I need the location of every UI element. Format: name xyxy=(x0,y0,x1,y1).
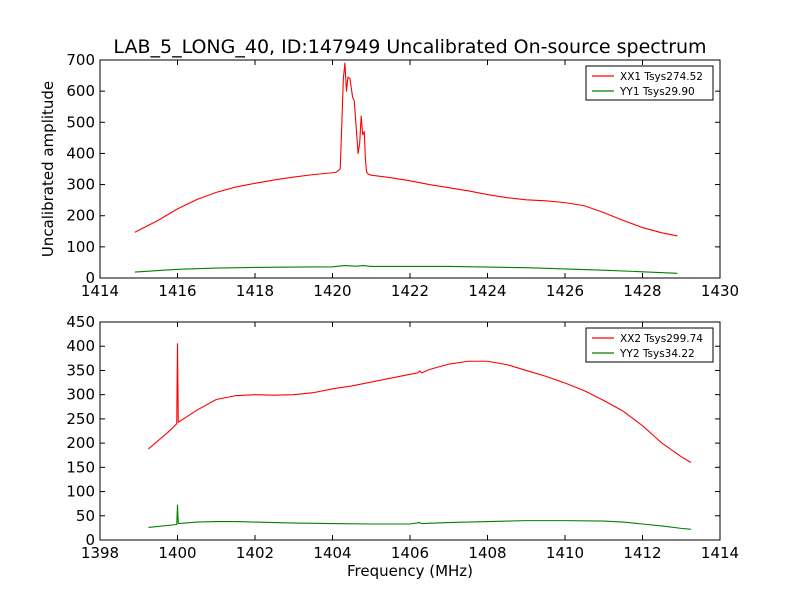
legend: XX1 Tsys274.52 YY1 Tsys29.90 xyxy=(585,65,714,101)
legend: XX2 Tsys299.74 YY2 Tsys34.22 xyxy=(585,327,714,363)
x-tick-label: 1422 xyxy=(391,282,429,300)
x-tick-label: 1426 xyxy=(546,282,584,300)
series-line-1 xyxy=(148,343,692,463)
x-tick-label: 1424 xyxy=(468,282,506,300)
y-tick-label: 300 xyxy=(66,176,95,194)
y-tick-label: 450 xyxy=(66,313,95,331)
series-line-2 xyxy=(148,504,691,530)
x-tick-label: 1410 xyxy=(546,544,584,562)
x-tick-label: 1412 xyxy=(623,544,661,562)
y-tick-label: 600 xyxy=(66,82,95,100)
x-tick-label: 1428 xyxy=(623,282,661,300)
y-tick-label: 350 xyxy=(66,361,95,379)
legend-box xyxy=(585,65,714,101)
legend-label: YY1 Tsys29.90 xyxy=(619,86,695,98)
y-tick-label: 400 xyxy=(66,144,95,162)
x-tick-label: 1420 xyxy=(313,282,351,300)
y-tick-label: 200 xyxy=(66,434,95,452)
y-tick-label: 0 xyxy=(85,269,95,287)
x-tick-label: 1402 xyxy=(236,544,274,562)
x-tick-label: 1430 xyxy=(701,282,739,300)
legend-label: XX1 Tsys274.52 xyxy=(620,71,703,83)
bottom-spectrum-panel: 1398 1400 1402 1404 1406 1408 1410 1412 1414 0 50 1… xyxy=(66,313,739,562)
legend-label: YY2 Tsys34.22 xyxy=(619,348,695,360)
x-axis-label: Frequency (MHz) xyxy=(347,562,473,580)
chart-title: LAB_5_LONG_40, ID:147949 Uncalibrated On… xyxy=(113,36,706,58)
x-tick-label: 1404 xyxy=(313,544,351,562)
y-tick-label: 500 xyxy=(66,113,95,131)
y-tick-label: 50 xyxy=(76,507,95,525)
y-tick-label: 400 xyxy=(66,337,95,355)
y-tick-label: 150 xyxy=(66,458,95,476)
y-tick-label: 0 xyxy=(85,531,95,549)
x-tick-label: 1400 xyxy=(158,544,196,562)
x-tick-label: 1414 xyxy=(701,544,739,562)
y-tick-label: 100 xyxy=(66,238,95,256)
y-tick-label: 300 xyxy=(66,386,95,404)
series-line-1 xyxy=(134,62,678,237)
y-axis-label: Uncalibrated amplitude xyxy=(39,81,57,257)
x-tick-label: 1414 xyxy=(81,282,119,300)
y-tick-label: 700 xyxy=(66,51,95,69)
x-tick-label: 1406 xyxy=(391,544,429,562)
top-spectrum-panel: 1414 1416 1418 1420 1422 1424 1426 1428 1430 0 100… xyxy=(66,51,739,300)
y-tick-label: 250 xyxy=(66,410,95,428)
series-line-2 xyxy=(134,264,678,274)
y-tick-label: 100 xyxy=(66,483,95,501)
legend-box xyxy=(585,327,714,363)
x-tick-label: 1418 xyxy=(236,282,274,300)
y-tick-label: 200 xyxy=(66,207,95,225)
x-tick-label: 1408 xyxy=(468,544,506,562)
x-tick-label: 1416 xyxy=(158,282,196,300)
x-tick-label: 1398 xyxy=(81,544,119,562)
legend-label: XX2 Tsys299.74 xyxy=(620,333,703,345)
